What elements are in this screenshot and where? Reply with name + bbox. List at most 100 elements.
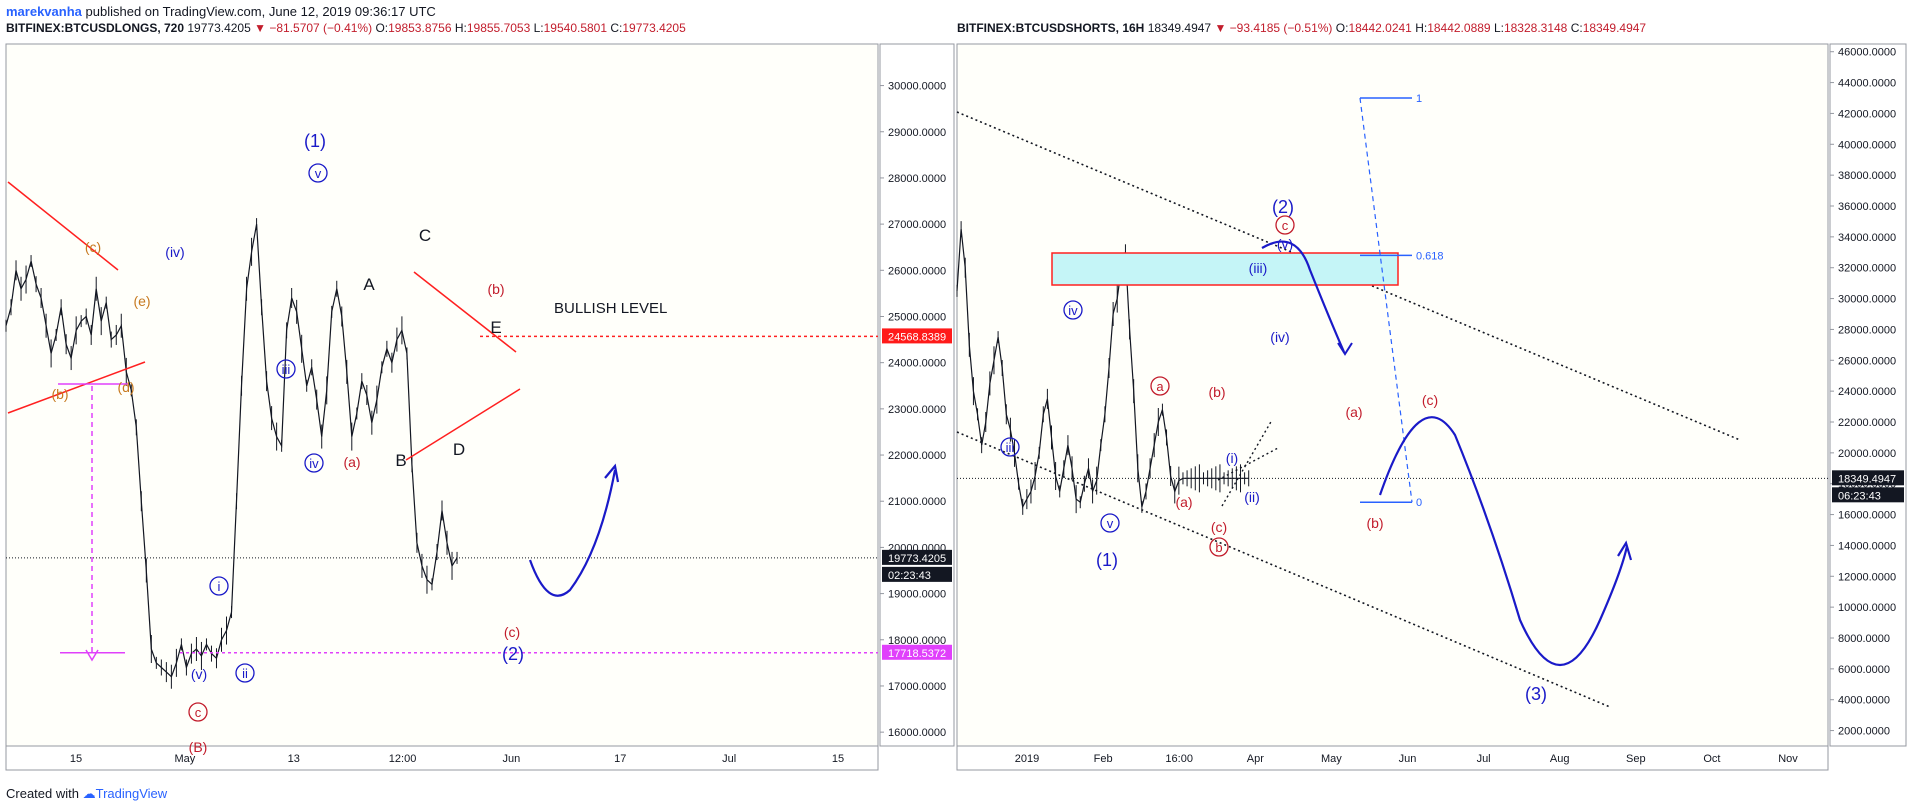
price-tag-label: 18349.4947 — [1838, 473, 1896, 485]
plot-area — [5, 43, 879, 747]
x-tick-label: 12:00 — [389, 753, 417, 765]
channel-lower — [956, 431, 1611, 708]
measure-arrow-head — [85, 649, 99, 662]
left-last: 19773.4205 — [187, 21, 251, 35]
wave-circle — [209, 576, 229, 596]
channel-upper — [956, 111, 1741, 441]
x-tick-label: Jul — [722, 753, 736, 765]
chart-panel-1: 46000.0000 44000.0000 42000.0000 40000.0000… — [956, 43, 1907, 771]
right-last: 18349.4947 — [1147, 21, 1212, 35]
left-low: 19540.5801 — [543, 21, 608, 35]
x-tick-label: 15 — [832, 753, 844, 765]
left-open: 19853.8756 — [388, 21, 452, 35]
price-tag — [882, 328, 952, 344]
y-tick-label: 16000.0000 — [1838, 510, 1896, 522]
wave-label: iv — [1068, 303, 1078, 318]
y-tick-label: 12000.0000 — [1838, 571, 1896, 583]
bullish-level-label: BULLISH LEVEL — [554, 300, 667, 317]
y-tick-label: 30000.0000 — [1838, 294, 1896, 306]
wave-circle — [188, 702, 208, 722]
right-open: 18442.0241 — [1348, 21, 1412, 35]
y-tick-label: 22000.0000 — [1838, 417, 1896, 429]
author-link[interactable]: marekvanha — [6, 4, 82, 19]
wave-label: v — [315, 166, 322, 181]
projection-curve — [528, 469, 617, 597]
left-chart-legend: BITFINEX:BTCUSDLONGS, 720 19773.4205 ▼ −… — [6, 21, 686, 35]
wave-circle — [1000, 437, 1020, 457]
fib-level-label: 1 — [1416, 93, 1422, 105]
x-tick-label: Nov — [1778, 753, 1798, 765]
y-tick-label: 28000.0000 — [1838, 324, 1896, 336]
x-tick-label: Jul — [1477, 753, 1491, 765]
fib-diagonal — [1359, 97, 1413, 503]
price-tag-label: 17718.5372 — [888, 648, 946, 660]
y-tick-label: 18000.0000 — [888, 635, 946, 647]
wave-label: (v) — [1277, 236, 1293, 252]
y-tick-label: 36000.0000 — [1838, 201, 1896, 213]
wave-label: a — [1156, 379, 1164, 394]
y-tick-label: 38000.0000 — [1838, 170, 1896, 182]
price-tag-label: 24568.8389 — [888, 331, 946, 343]
y-tick-label: 19000.0000 — [888, 589, 946, 601]
left-symbol[interactable]: BITFINEX:BTCUSDLONGS, 720 — [6, 21, 185, 35]
wave-label: iii — [282, 362, 291, 377]
y-tick-label: 4000.0000 — [1838, 695, 1890, 707]
wave-label: (e) — [133, 293, 150, 309]
footer: Created with ☁TradingView — [6, 786, 167, 802]
time-axis — [5, 745, 879, 771]
right-low: 18328.3148 — [1503, 21, 1568, 35]
trendline-lower-left — [7, 361, 146, 414]
right-symbol[interactable]: BITFINEX:BTCUSDSHORTS, 16H — [957, 21, 1145, 35]
y-tick-label: 14000.0000 — [1838, 540, 1896, 552]
wave-circle — [235, 663, 255, 683]
footer-brand[interactable]: TradingView — [95, 786, 168, 801]
x-tick-label: May — [1321, 753, 1342, 765]
wave-label: (a) — [1175, 494, 1192, 510]
y-tick-label: 34000.0000 — [1838, 232, 1896, 244]
publish-header: marekvanha published on TradingView.com,… — [6, 4, 436, 19]
price-axis — [879, 43, 955, 747]
y-tick-label: 6000.0000 — [1838, 664, 1890, 676]
left-high: 19855.7053 — [466, 21, 531, 35]
wave-label: D — [453, 440, 465, 459]
wave-label: (c) — [85, 239, 101, 255]
x-tick-label: 13 — [288, 753, 300, 765]
wave-label: (iv) — [165, 244, 184, 260]
wave-label: (ii) — [1244, 489, 1260, 505]
wave-circle — [308, 163, 328, 183]
x-tick-label: 16:00 — [1165, 753, 1193, 765]
right-high: 18442.0889 — [1427, 21, 1491, 35]
x-tick-label: Feb — [1094, 753, 1113, 765]
y-tick-label: 16000.0000 — [888, 727, 946, 739]
wave-label: c — [195, 705, 202, 720]
wave-label: ii — [242, 666, 248, 681]
wave-circle — [1209, 537, 1229, 557]
y-tick-label: 26000.0000 — [1838, 355, 1896, 367]
wave-label: (b) — [51, 386, 68, 402]
y-tick-label: 24000.0000 — [888, 358, 946, 370]
x-tick-label: 2019 — [1015, 753, 1039, 765]
wave-circle — [1150, 376, 1170, 396]
triangle-upper — [413, 271, 517, 353]
wave-circle — [1100, 513, 1120, 533]
wave-label: (2) — [502, 644, 524, 664]
price-tag — [882, 644, 952, 660]
right-close: 18349.4947 — [1582, 21, 1647, 35]
wave-label: v — [1107, 516, 1114, 531]
chart-panel-0: 30000.0000 29000.0000 28000.0000 27000.0000… — [5, 43, 955, 771]
x-tick-label: 17 — [614, 753, 626, 765]
wave-label: B — [395, 451, 406, 470]
y-tick-label: 40000.0000 — [1838, 139, 1896, 151]
wave-label: E — [490, 318, 501, 337]
footer-created: Created with — [6, 786, 79, 801]
y-tick-label: 44000.0000 — [1838, 78, 1896, 90]
projection-arc-down — [1261, 240, 1346, 353]
tradingview-logo-icon: ☁ — [82, 786, 96, 801]
y-tick-label: 23000.0000 — [888, 404, 946, 416]
wave-label: (iii) — [1249, 260, 1268, 276]
y-tick-label: 46000.0000 — [1838, 47, 1896, 59]
right-chart-legend: BITFINEX:BTCUSDSHORTS, 16H 18349.4947 ▼ … — [957, 21, 1647, 35]
wave-label: (a) — [343, 454, 360, 470]
wave-label: (b) — [1208, 384, 1225, 400]
